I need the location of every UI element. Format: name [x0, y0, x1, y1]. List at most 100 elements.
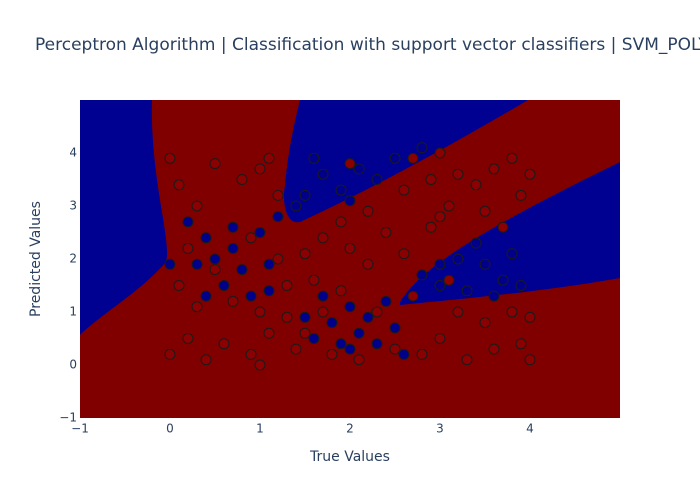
x-tick-label: −1: [71, 422, 89, 436]
point: [245, 348, 257, 360]
point: [263, 152, 275, 164]
point: [182, 216, 194, 228]
point: [362, 205, 374, 217]
point: [407, 152, 419, 164]
point: [299, 327, 311, 339]
point: [515, 280, 527, 291]
point: [209, 253, 221, 265]
point: [479, 317, 491, 329]
point: [191, 301, 203, 313]
point: [209, 158, 221, 170]
point: [389, 152, 401, 164]
point: [344, 242, 356, 254]
point: [524, 168, 536, 180]
point: [488, 163, 500, 175]
point: [263, 327, 275, 339]
point: [191, 258, 203, 270]
point: [263, 258, 275, 270]
point: [344, 158, 356, 170]
point: [254, 359, 266, 371]
point: [506, 306, 518, 318]
point: [335, 285, 347, 297]
point: [335, 184, 347, 196]
x-tick-label: 2: [346, 422, 354, 436]
point: [227, 242, 239, 254]
point: [434, 211, 446, 223]
y-tick-label: 1: [69, 305, 77, 319]
point: [416, 142, 428, 154]
point: [452, 306, 464, 318]
point: [317, 168, 329, 180]
point: [218, 280, 230, 291]
point: [443, 200, 455, 212]
point: [380, 295, 392, 307]
point: [335, 216, 347, 228]
y-axis-title: Predicted Values: [28, 201, 44, 317]
point: [299, 311, 311, 323]
point: [164, 152, 176, 164]
point: [434, 147, 446, 159]
point: [353, 163, 365, 175]
point: [479, 258, 491, 270]
point: [245, 290, 257, 302]
point: [182, 242, 194, 254]
point: [254, 306, 266, 318]
point: [362, 311, 374, 323]
point: [416, 269, 428, 281]
x-axis-title: True Values: [309, 449, 390, 465]
point: [398, 348, 410, 360]
point: [254, 227, 266, 238]
point: [371, 338, 383, 350]
y-tick-label: 0: [69, 358, 77, 372]
point: [515, 338, 527, 350]
point: [227, 221, 239, 233]
point: [362, 258, 374, 270]
point: [236, 174, 248, 185]
point: [182, 333, 194, 344]
point: [470, 179, 482, 191]
point: [299, 189, 311, 201]
x-tick-label: 1: [256, 422, 264, 436]
point: [200, 354, 212, 366]
point: [389, 322, 401, 334]
point: [317, 232, 329, 244]
point: [308, 333, 320, 344]
point: [290, 200, 302, 212]
point: [164, 258, 176, 270]
point: [299, 248, 311, 260]
point: [506, 248, 518, 260]
point: [200, 290, 212, 302]
point: [425, 174, 437, 185]
point: [209, 264, 221, 276]
point: [254, 163, 266, 175]
point: [344, 343, 356, 355]
point: [398, 184, 410, 196]
point: [173, 280, 185, 291]
point: [497, 221, 509, 233]
x-tick-label: 4: [526, 422, 534, 436]
point: [488, 290, 500, 302]
point: [461, 285, 473, 297]
point: [326, 348, 338, 360]
decision-surface: [80, 100, 620, 418]
point: [191, 200, 203, 212]
point: [434, 258, 446, 270]
point: [425, 221, 437, 233]
point: [452, 168, 464, 180]
x-tick-label: 3: [436, 422, 444, 436]
point: [488, 343, 500, 355]
point: [506, 152, 518, 164]
y-tick-label: 3: [69, 199, 77, 213]
point: [317, 306, 329, 318]
point: [344, 195, 356, 207]
point: [218, 338, 230, 350]
point: [281, 280, 293, 291]
point: [461, 354, 473, 366]
point: [308, 152, 320, 164]
point: [398, 248, 410, 260]
point: [317, 290, 329, 302]
point: [200, 232, 212, 244]
point: [263, 285, 275, 297]
point: [353, 327, 365, 339]
